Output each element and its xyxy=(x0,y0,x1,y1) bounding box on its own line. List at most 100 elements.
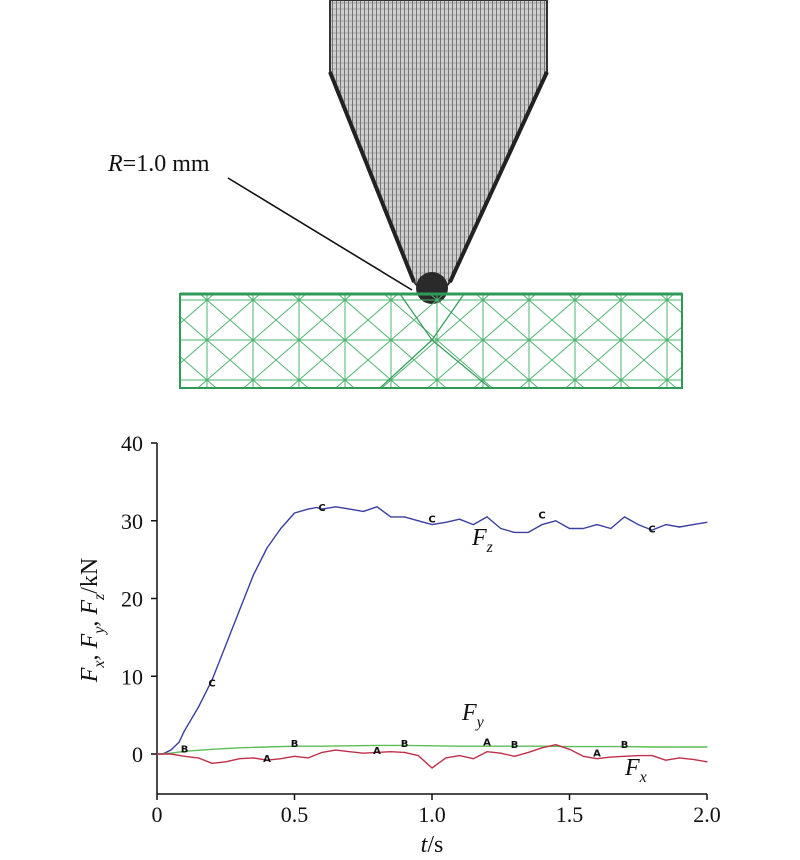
data-point-Fz xyxy=(445,521,447,523)
data-point-Fx xyxy=(651,754,653,757)
data-point-Fx xyxy=(582,755,584,757)
series-label-Fx: Fx xyxy=(624,755,647,786)
indenter-tool xyxy=(328,0,549,304)
data-point-Fy xyxy=(376,744,378,747)
data-point-Fz xyxy=(472,524,474,526)
data-point-Fz xyxy=(486,516,488,518)
series-labels: Fz Fy Fx xyxy=(461,525,647,786)
data-point-Fz xyxy=(348,508,351,510)
point-marker: B xyxy=(401,739,409,750)
data-point-Fy xyxy=(596,746,598,748)
data-point-Fz xyxy=(458,518,461,520)
data-point-Fx xyxy=(500,752,502,754)
data-point-Fz xyxy=(651,529,653,531)
data-point-Fx xyxy=(183,755,186,757)
data-point-Fz xyxy=(376,506,378,508)
data-point-Fy xyxy=(651,746,653,748)
data-point-Fz xyxy=(678,526,681,528)
data-point-Fy xyxy=(486,745,488,747)
data-point-Fy xyxy=(458,745,461,747)
data-point-Fz xyxy=(293,512,296,514)
data-point-Fz xyxy=(307,508,309,510)
point-marker: B xyxy=(621,740,629,751)
data-point-Fy xyxy=(321,745,323,747)
data-point-Fx xyxy=(403,751,406,754)
series-lines xyxy=(156,506,708,769)
data-point-Fz xyxy=(623,516,626,518)
data-point-Fy xyxy=(431,745,433,747)
series-line-Fy xyxy=(156,744,707,755)
x-tick-label: 0 xyxy=(152,802,163,827)
point-marker: A xyxy=(483,738,491,749)
data-point-Fz xyxy=(555,520,557,522)
data-point-Fx xyxy=(513,755,516,757)
x-axis-label: t/s xyxy=(421,832,444,858)
y-tick-label: 0 xyxy=(132,742,143,767)
data-point-Fz xyxy=(403,516,406,518)
data-point-Fx xyxy=(417,754,419,757)
data-point-Fz xyxy=(417,520,419,522)
data-point-Fx xyxy=(610,756,612,758)
data-point-Fx xyxy=(527,751,529,754)
data-point-Fx xyxy=(486,751,488,753)
data-point-Fx xyxy=(280,758,282,760)
data-point-Fz xyxy=(238,609,241,611)
data-point-Fz xyxy=(527,531,529,534)
data-point-Fx xyxy=(458,754,461,757)
data-point-Fz xyxy=(500,527,502,530)
data-point-Fx xyxy=(596,758,598,760)
data-point-Fx xyxy=(307,757,309,759)
data-point-Fx xyxy=(390,751,392,753)
data-point-Fx xyxy=(335,749,337,751)
data-point-Fx xyxy=(706,761,708,763)
data-point-Fx xyxy=(665,759,667,761)
data-point-Fy xyxy=(293,745,296,747)
data-point-Fx xyxy=(445,757,447,759)
data-point-Fz xyxy=(321,508,323,510)
data-point-Fx xyxy=(156,753,158,755)
data-point-Fz xyxy=(610,527,612,530)
y-tick-label: 20 xyxy=(121,587,143,612)
data-point-Fx xyxy=(266,759,268,761)
data-point-Fy xyxy=(211,748,213,750)
radius-annotation: R=1.0 mm xyxy=(107,151,210,177)
data-point-Fx xyxy=(211,762,213,764)
data-point-Fz xyxy=(170,749,172,751)
point-marker: C xyxy=(428,514,435,525)
data-point-Fx xyxy=(293,755,296,757)
data-point-Fy xyxy=(678,746,681,748)
data-point-Fy xyxy=(623,746,626,748)
x-tick-label: 1.0 xyxy=(418,802,446,827)
point-marker: B xyxy=(291,739,299,750)
data-point-Fx xyxy=(238,758,241,760)
data-point-Fy xyxy=(238,747,241,749)
point-marker: C xyxy=(538,511,545,522)
data-point-Fx xyxy=(568,748,571,750)
data-point-Fz xyxy=(637,524,639,526)
force-time-chart: 0 0.5 1.0 1.5 2.0 0 10 20 30 40 C C C C C B B B B B A A A A Fz… xyxy=(77,431,721,858)
series-line-Fz xyxy=(157,506,708,755)
data-point-Fz xyxy=(541,524,543,526)
data-point-Fx xyxy=(252,757,254,759)
point-marker: C xyxy=(648,525,655,536)
point-marker: B xyxy=(181,745,189,756)
x-tick-label: 2.0 xyxy=(693,802,721,827)
data-point-Fy xyxy=(541,745,543,747)
point-marker: A xyxy=(593,748,601,759)
data-point-Fy xyxy=(348,745,351,747)
workpiece-mesh xyxy=(179,292,683,389)
data-point-Fz xyxy=(665,524,667,526)
data-point-Fx xyxy=(225,761,227,763)
radius-leader-line xyxy=(227,177,413,291)
data-point-Fx xyxy=(170,753,172,755)
data-point-Fz xyxy=(225,644,227,646)
point-marker: A xyxy=(373,746,381,757)
series-label-Fy: Fy xyxy=(461,700,485,731)
data-point-Fx xyxy=(197,757,199,759)
axis-ticks: 0 0.5 1.0 1.5 2.0 0 10 20 30 40 xyxy=(121,431,721,827)
data-point-Fx xyxy=(376,751,378,754)
data-point-Fz xyxy=(178,741,180,743)
data-point-Fx xyxy=(362,752,364,754)
data-point-Fz xyxy=(431,524,433,526)
